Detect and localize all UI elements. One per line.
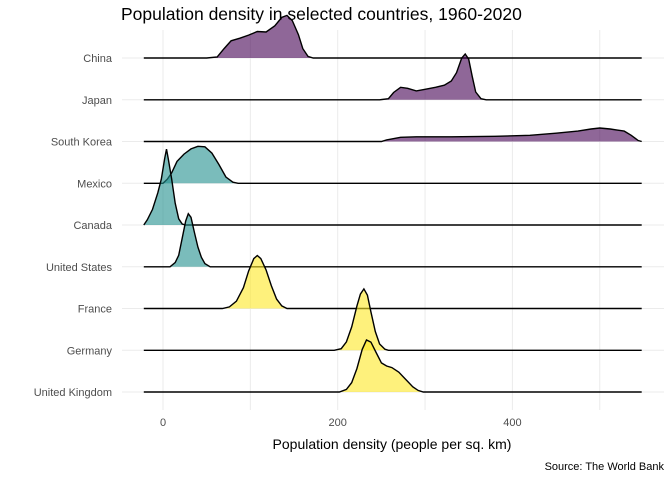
ridge-china [143, 14, 642, 59]
chart-caption: Source: The World Bank [545, 461, 665, 473]
ridge-line [143, 52, 642, 101]
ridge-line [143, 127, 642, 143]
ridge-fill [143, 213, 642, 267]
y-tick-label: United Kingdom [34, 387, 112, 399]
grid [122, 30, 664, 410]
ridge-fill [143, 149, 642, 225]
ridge-fill [143, 146, 642, 184]
ridge-line [143, 339, 642, 393]
x-tick-label: 0 [160, 417, 166, 429]
y-tick-label: United States [46, 262, 113, 274]
ridge-united-kingdom [143, 339, 642, 393]
y-tick-label: South Korea [51, 137, 113, 149]
ridge-fill [143, 255, 642, 309]
x-tick-label: 400 [503, 417, 521, 429]
ridge-fill [143, 128, 642, 142]
ridge-fill [143, 15, 642, 58]
x-tick-label: 200 [329, 417, 347, 429]
y-tick-label: Germany [67, 345, 113, 357]
ridge-line [143, 254, 642, 310]
ridge-line [143, 212, 642, 268]
ridge-fill [143, 288, 642, 351]
ridge-line [143, 287, 642, 351]
ridge-france [143, 254, 642, 310]
ridge-south-korea [143, 127, 642, 143]
ridge-fill [143, 340, 642, 392]
ridge-canada [143, 148, 642, 226]
y-tick-label: Mexico [77, 178, 112, 190]
ridge-mexico [143, 145, 642, 184]
y-tick-label: France [78, 304, 112, 316]
y-tick-labels: China Japan South Korea Mexico Canada United … [34, 53, 113, 399]
y-tick-label: China [83, 53, 113, 65]
y-tick-label: Japan [82, 95, 112, 107]
ridge-united-states [143, 212, 642, 268]
chart-title: Population density in selected countries… [121, 4, 522, 24]
ridge-line [143, 14, 642, 59]
ridge-japan [143, 52, 642, 101]
ridge-germany [143, 287, 642, 351]
x-axis-label: Population density (people per sq. km) [273, 436, 512, 452]
ridges [143, 14, 642, 393]
x-tick-labels: 0 200 400 [160, 417, 522, 429]
ridge-line [143, 148, 642, 226]
y-tick-label: Canada [73, 220, 112, 232]
